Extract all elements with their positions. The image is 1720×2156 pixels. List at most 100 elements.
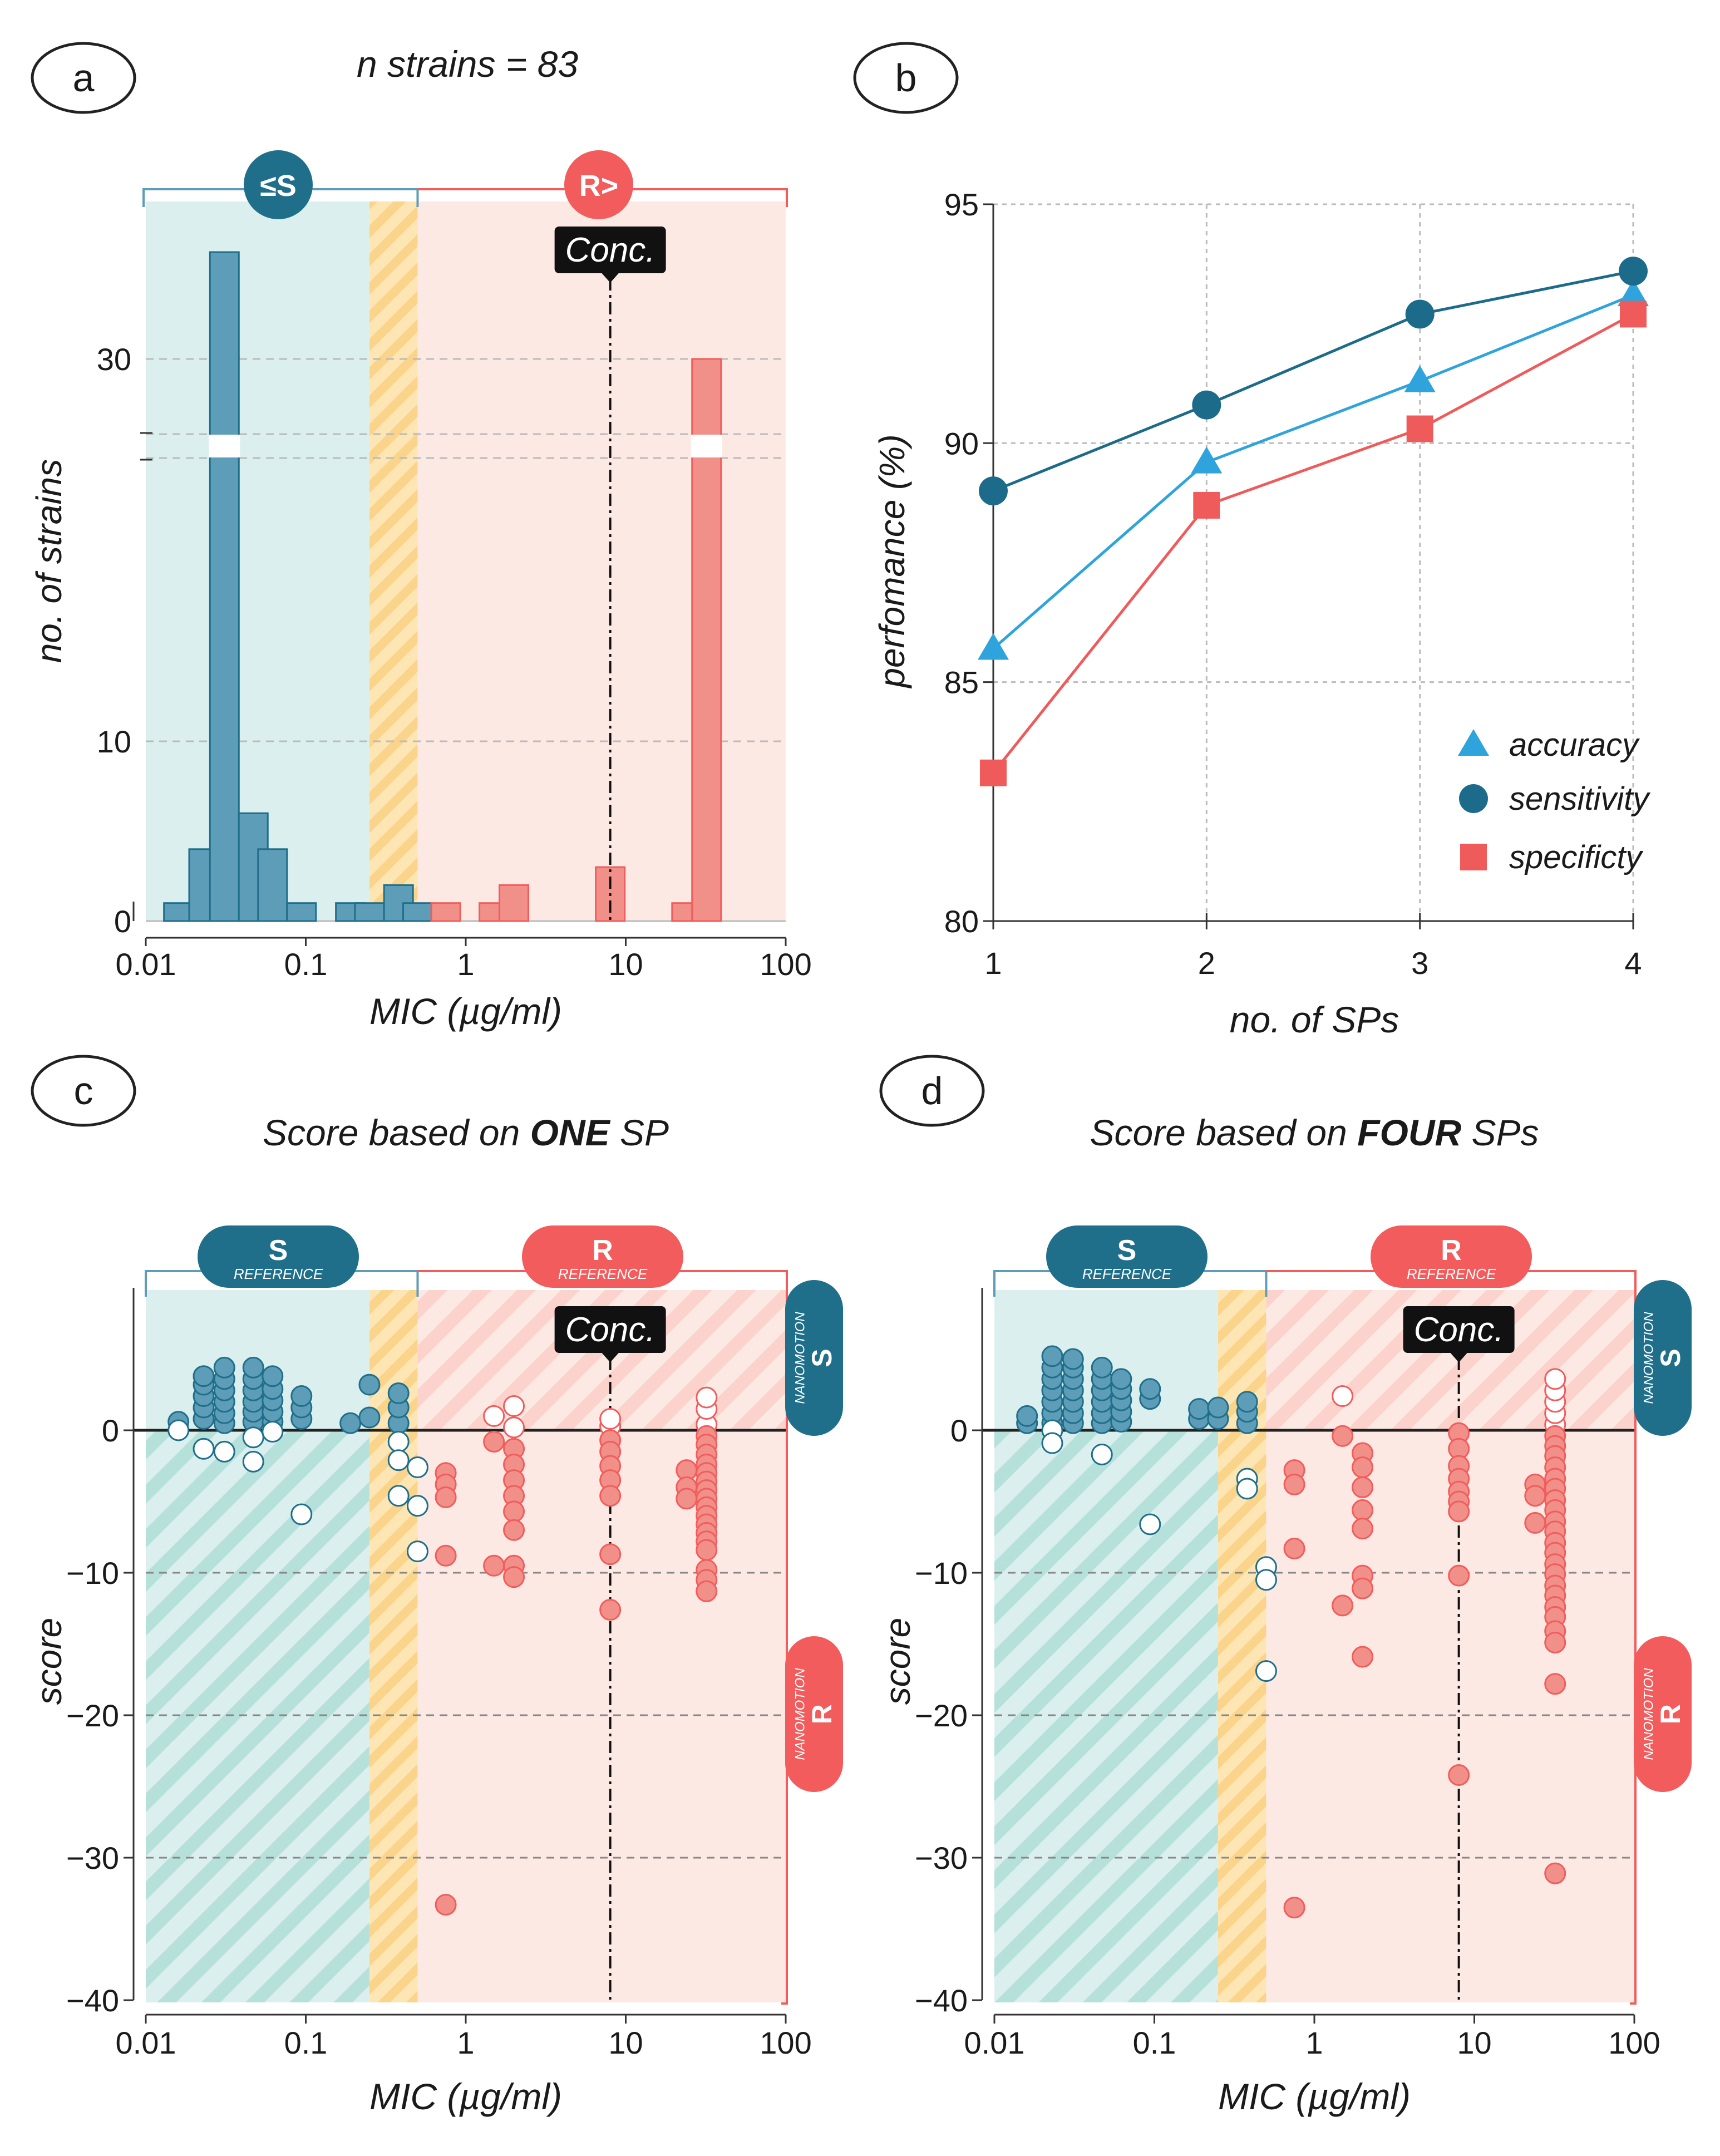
reference-r-pill — [1371, 1225, 1532, 1288]
legend-marker-sensitivity — [1459, 784, 1488, 813]
histogram-bar — [257, 848, 288, 922]
data-point — [435, 1893, 457, 1916]
x-tick-label: 100 — [1608, 2025, 1660, 2060]
axis-break-gap — [209, 435, 240, 457]
susceptible-badge-label: ≤S — [260, 169, 297, 203]
concentration-tag — [554, 227, 666, 273]
data-point — [193, 1365, 215, 1387]
y-tick-label: 0 — [950, 1413, 968, 1448]
data-point — [503, 1395, 525, 1417]
concentration-label: Conc. — [1414, 1311, 1504, 1349]
resistant-bracket — [417, 188, 788, 207]
panel-letter-badge — [31, 42, 136, 114]
data-point — [1041, 1345, 1063, 1367]
data-point — [262, 1365, 284, 1387]
x-tick-label: 1 — [457, 2025, 474, 2060]
y-tick-label: −20 — [66, 1698, 119, 1733]
y-tick-label: 0 — [114, 904, 131, 939]
nanomotion-s-pill-label: S — [806, 1348, 837, 1367]
x-tick-label: 100 — [760, 2025, 811, 2060]
data-point — [358, 1374, 381, 1396]
data-point-specificty — [980, 759, 1007, 786]
x-tick-label: 1 — [984, 946, 1002, 981]
data-point — [242, 1356, 264, 1379]
data-point — [696, 1580, 718, 1602]
x-tick-label: 0.01 — [116, 947, 176, 982]
data-point — [1524, 1485, 1546, 1507]
data-point — [435, 1544, 457, 1567]
chart-title-part: Score based on — [1090, 1112, 1357, 1153]
data-point-sensitivity — [1192, 390, 1221, 420]
x-axis-label: MIC (µg/ml) — [369, 2076, 562, 2117]
x-tick-label: 1 — [457, 947, 474, 982]
data-point — [1110, 1368, 1132, 1390]
data-point — [503, 1416, 525, 1439]
data-point — [1332, 1594, 1354, 1617]
chart-title: n strains = 83 — [357, 43, 578, 85]
nanomotion-s-pill — [1634, 1280, 1692, 1436]
y-tick-label: 90 — [944, 426, 979, 461]
data-point-specificty — [1620, 301, 1647, 328]
nanomotion-s-pill-sublabel: NANOMOTION — [792, 1312, 807, 1404]
histogram-bar — [286, 902, 317, 922]
data-point — [696, 1539, 718, 1561]
nanomotion-r-pill-sublabel: NANOMOTION — [792, 1668, 807, 1760]
data-point — [290, 1385, 313, 1407]
data-point — [676, 1488, 698, 1510]
resistant-badge-label: R> — [579, 169, 619, 203]
x-tick-label: 10 — [608, 947, 643, 982]
x-axis-label: MIC (µg/ml) — [1218, 2076, 1411, 2117]
nanomotion-s-pill-label: S — [1655, 1348, 1686, 1367]
data-point — [242, 1426, 264, 1449]
data-point — [1352, 1577, 1374, 1599]
x-tick-label: 2 — [1198, 946, 1215, 981]
data-point-accuracy — [1404, 365, 1436, 392]
concentration-tag — [1403, 1306, 1515, 1353]
histogram-bar — [209, 251, 240, 922]
data-point — [483, 1405, 505, 1427]
data-point — [1255, 1660, 1277, 1682]
data-point-sensitivity — [979, 476, 1008, 506]
data-point — [406, 1540, 428, 1563]
x-tick-label: 10 — [608, 2025, 643, 2060]
data-point — [599, 1543, 622, 1566]
x-tick-label: 10 — [1457, 2025, 1491, 2060]
y-tick-label: −30 — [66, 1840, 119, 1876]
legend-marker-specificty — [1460, 844, 1487, 870]
y-tick-label: 80 — [944, 904, 979, 939]
data-point — [213, 1440, 235, 1463]
y-tick-label: 30 — [97, 342, 131, 377]
reference-s-pill — [198, 1225, 359, 1288]
histogram-bar — [163, 902, 194, 922]
x-tick-label: 0.1 — [284, 2025, 328, 2060]
data-point-specificty — [1193, 491, 1220, 519]
x-tick-label: 0.01 — [964, 2025, 1025, 2060]
y-tick-label: −10 — [66, 1556, 119, 1591]
histogram-bar — [499, 884, 530, 922]
data-point — [1236, 1478, 1258, 1500]
panel-letter: d — [921, 1069, 943, 1113]
x-tick-label: 0.1 — [1133, 2025, 1176, 2060]
y-tick-label: 95 — [944, 187, 979, 222]
data-point — [1016, 1405, 1038, 1427]
series-line-specificty — [992, 313, 1634, 774]
susceptible-misclassified-region — [994, 1430, 1218, 2002]
x-tick-label: 0.01 — [116, 2025, 176, 2060]
data-point — [387, 1382, 410, 1404]
legend-marker-accuracy — [1458, 729, 1489, 756]
breakpoint-band — [369, 201, 418, 921]
concentration-tag-pointer — [601, 273, 619, 283]
data-point — [1283, 1897, 1305, 1919]
concentration-label: Conc. — [565, 1311, 656, 1349]
y-axis-label: score — [29, 1618, 69, 1705]
data-point — [1332, 1385, 1354, 1407]
chart-title-part: SP — [610, 1112, 669, 1153]
y-tick-label: −10 — [915, 1556, 968, 1591]
data-point — [1448, 1764, 1470, 1786]
resistant-region — [1266, 1430, 1634, 2002]
data-point — [358, 1406, 381, 1429]
data-point-accuracy — [1618, 279, 1649, 307]
data-point-sensitivity — [1405, 299, 1435, 329]
panel-letter: a — [73, 56, 95, 100]
